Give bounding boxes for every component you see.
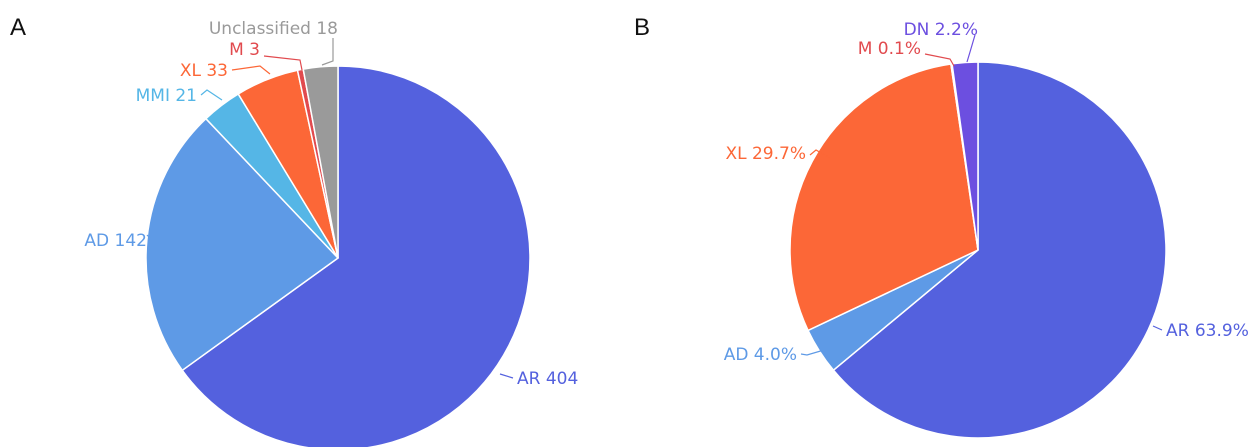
panel-label-a: A (10, 14, 26, 41)
pie-a-leader-ad (146, 234, 152, 240)
pie-b-slice-xl (789, 63, 979, 332)
pie-b-leader-xl (809, 149, 831, 159)
pie-a-slice-ar (181, 65, 531, 447)
pie-a-label-unclassified: Unclassified 18 (209, 19, 338, 39)
pie-b-slice-ar (832, 61, 1167, 439)
pie-a-leader-mmi (200, 89, 223, 101)
pie-b-label-dn: DN 2.2% (904, 20, 978, 40)
pie-a-leader-unclassified (321, 38, 334, 66)
pie-a-label-ad: AD 142 (84, 231, 147, 251)
panel-label-b: B (634, 14, 650, 41)
pie-b-leader-m (924, 53, 955, 67)
pie-a-leader-ar (499, 373, 514, 379)
pie-b-label-m: M 0.1% (858, 39, 921, 59)
pie-a-leader-xl (231, 65, 271, 75)
pie-a-slice-unclassified (302, 65, 339, 259)
pie-b-label-ad: AD 4.0% (724, 345, 797, 365)
pie-a-leader-m (263, 55, 303, 71)
pie-a-label-ar: AR 404 (517, 369, 578, 389)
pie-b-label-xl: XL 29.7% (725, 144, 806, 164)
pie-b-leader-ar (1152, 325, 1163, 331)
pie-a-label-m: M 3 (229, 40, 260, 60)
pie-b-label-ar: AR 63.9% (1166, 321, 1249, 341)
pie-b-leader-ad (800, 349, 825, 356)
pie-b-leader-dn (966, 34, 976, 63)
pie-a-slice-ad (145, 117, 340, 372)
pie-a-label-mmi: MMI 21 (136, 86, 197, 106)
pie-a-label-xl: XL 33 (180, 61, 228, 81)
pie-chart-b: AR 63.9% AD 4.0% XL 29.7% M 0.1%DN 2.2% (724, 20, 1249, 439)
